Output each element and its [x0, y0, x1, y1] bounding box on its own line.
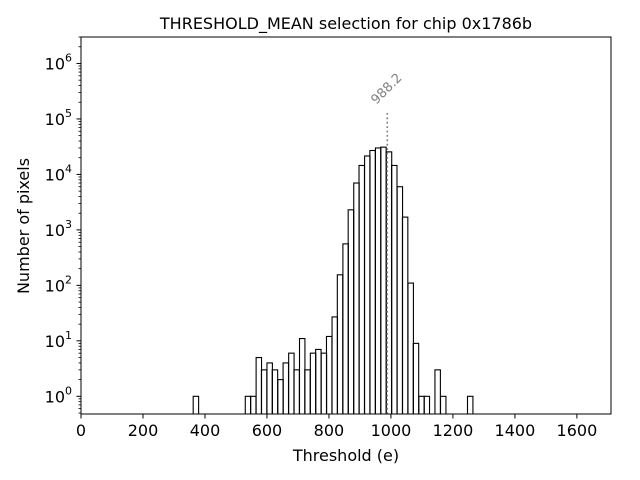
y-tick-label: 106 [45, 51, 72, 73]
y-tick-label: 103 [45, 218, 72, 240]
x-tick-label: 200 [128, 421, 159, 440]
x-tick-label: 600 [252, 421, 283, 440]
plot-frame [80, 36, 612, 415]
histogram-bar [418, 395, 425, 414]
y-tick-label: 101 [45, 329, 72, 351]
histogram-bar [288, 352, 295, 414]
histogram-bar [293, 369, 300, 414]
histogram-bar [385, 151, 393, 414]
histogram-bar [255, 356, 263, 414]
histogram-bar [309, 352, 317, 414]
x-tick-label: 1400 [495, 421, 536, 440]
histogram-bar [282, 362, 290, 414]
histogram-bar [260, 369, 268, 414]
histogram-bar [423, 395, 431, 414]
y-tick-label-base: 10 [45, 54, 65, 73]
y-tick-label: 100 [45, 384, 72, 406]
y-tick-label-exponent: 6 [65, 51, 72, 64]
histogram-bar [336, 274, 344, 414]
histogram-bar [249, 395, 257, 414]
histogram-bar [315, 348, 322, 414]
histogram-bar [331, 316, 339, 414]
x-tick-label: 1000 [371, 421, 412, 440]
histogram-bar [304, 369, 311, 414]
histogram-bar [298, 337, 306, 414]
y-tick-label-exponent: 2 [65, 273, 72, 286]
y-tick-label: 104 [45, 162, 72, 184]
histogram-bar [401, 216, 409, 414]
histogram-bar [358, 164, 365, 414]
histogram-bars [192, 146, 474, 414]
histogram-bar [271, 369, 279, 414]
mean-threshold-label: 988.2 [369, 71, 406, 108]
y-tick-label-exponent: 3 [65, 218, 72, 231]
histogram-bar [342, 243, 349, 414]
x-tick-label: 0 [76, 421, 86, 440]
histogram-bar [374, 147, 382, 414]
histogram-bar [396, 186, 404, 414]
chart-title: THRESHOLD_MEAN selection for chip 0x1786… [159, 14, 532, 34]
y-tick-label-base: 10 [45, 165, 65, 184]
y-tick-label-exponent: 1 [65, 329, 72, 342]
y-axis-label: Number of pixels [14, 158, 33, 294]
x-tick-label: 400 [190, 421, 221, 440]
histogram-bar [407, 282, 414, 414]
y-tick-label: 102 [45, 273, 72, 295]
histogram-bar [434, 369, 441, 414]
y-tick-label-base: 10 [45, 332, 65, 351]
histogram-bar [364, 155, 371, 414]
histogram-bar [244, 395, 252, 414]
histogram-bar [353, 182, 360, 414]
plot-layer: 988.20 200 400 600 800 1000 1200 1400 1600100101… [45, 36, 612, 440]
histogram-bar [192, 395, 200, 414]
y-tick-label-base: 10 [45, 276, 65, 295]
histogram-bar [320, 352, 328, 414]
x-tick-label: 800 [314, 421, 345, 440]
x-tick-label: 1600 [557, 421, 598, 440]
y-tick-label-base: 10 [45, 221, 65, 240]
histogram-bar [412, 342, 420, 414]
histogram-bar [391, 164, 398, 414]
x-tick-label: 1200 [433, 421, 474, 440]
y-tick-label: 105 [45, 107, 72, 129]
histogram-bar [369, 149, 376, 414]
y-tick-label-base: 10 [45, 110, 65, 129]
y-tick-label-exponent: 0 [65, 384, 72, 397]
histogram-bar [439, 395, 447, 414]
y-tick-label-exponent: 4 [65, 162, 72, 175]
y-tick-label-base: 10 [45, 387, 65, 406]
x-axis-label: Threshold (e) [292, 446, 399, 465]
histogram-bar [380, 146, 387, 414]
y-tick-label-exponent: 5 [65, 107, 72, 120]
histogram-bar [277, 379, 284, 414]
histogram-bar [466, 395, 474, 414]
histogram-bar [325, 335, 333, 414]
histogram-bar [347, 209, 355, 414]
histogram-bar [266, 362, 273, 414]
